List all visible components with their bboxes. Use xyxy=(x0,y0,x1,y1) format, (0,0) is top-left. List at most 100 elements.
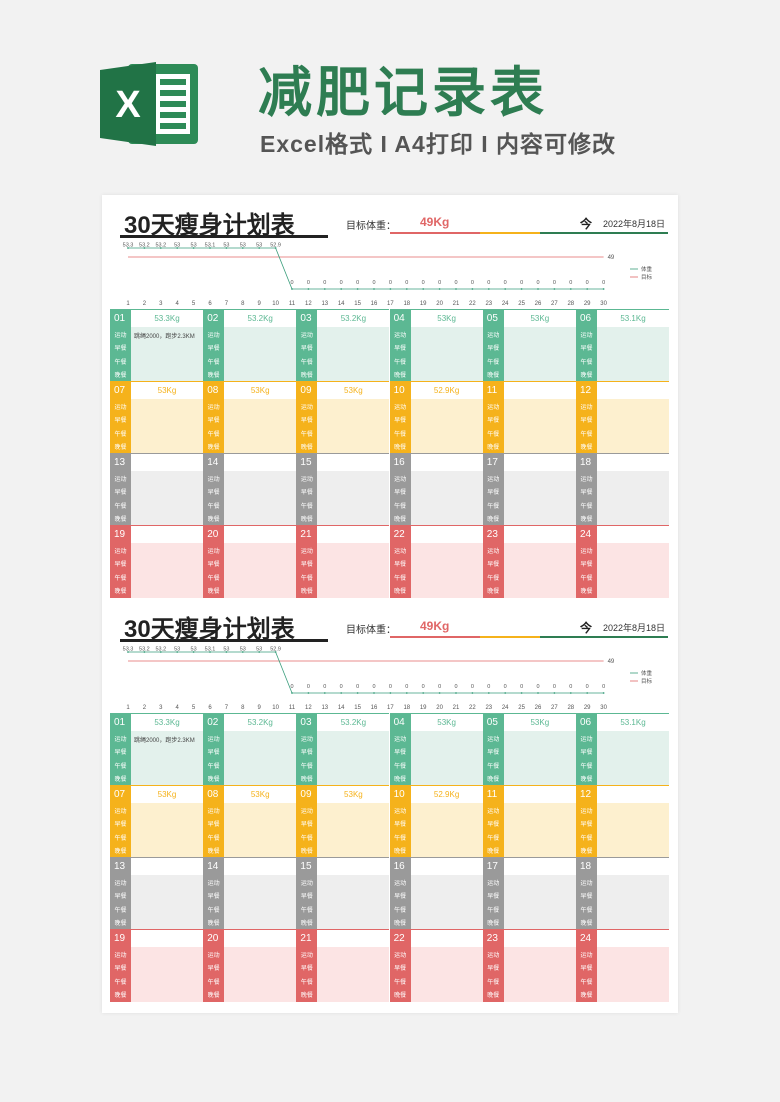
day-entry-area[interactable] xyxy=(317,803,390,858)
day-weight[interactable] xyxy=(411,454,483,471)
day-weight[interactable]: 53.1Kg xyxy=(620,314,646,323)
day-cell[interactable]: 09 53Kg 运动 早餐 午餐 晚餐 xyxy=(296,381,390,454)
day-entry-area[interactable] xyxy=(224,731,297,786)
day-entry-area[interactable] xyxy=(224,543,297,598)
day-weight[interactable] xyxy=(224,454,296,471)
day-entry-area[interactable] xyxy=(131,803,203,858)
day-cell[interactable]: 10 52.9Kg 运动 早餐 午餐 晚餐 xyxy=(389,785,483,858)
day-weight[interactable]: 53Kg xyxy=(344,790,363,799)
day-weight[interactable] xyxy=(317,526,389,543)
day-weight[interactable] xyxy=(317,930,389,947)
day-entry-area[interactable] xyxy=(131,947,203,1002)
day-entry-area[interactable] xyxy=(224,399,297,454)
day-cell[interactable]: 15 运动 早餐 午餐 晚餐 xyxy=(296,453,390,526)
day-weight[interactable] xyxy=(504,786,576,803)
day-entry-area[interactable] xyxy=(131,731,203,786)
day-entry-area[interactable] xyxy=(317,399,390,454)
day-weight[interactable]: 53.2Kg xyxy=(340,718,367,727)
day-entry-area[interactable] xyxy=(317,731,390,786)
day-cell[interactable]: 12 运动 早餐 午餐 晚餐 xyxy=(576,381,669,454)
day-entry-area[interactable] xyxy=(503,543,576,598)
day-entry-area[interactable] xyxy=(410,803,483,858)
day-weight[interactable]: 53.2Kg xyxy=(247,718,273,727)
day-cell[interactable]: 03 53.2Kg 运动 早餐 午餐 晚餐 xyxy=(296,309,390,382)
day-cell[interactable]: 22 运动 早餐 午餐 晚餐 xyxy=(389,929,483,1002)
day-entry-area[interactable] xyxy=(597,543,669,598)
day-weight[interactable] xyxy=(597,382,669,399)
day-entry-area[interactable] xyxy=(317,471,390,526)
date-value[interactable]: 2022年8月18日 xyxy=(603,219,666,229)
day-weight[interactable] xyxy=(317,454,389,471)
day-entry-area[interactable] xyxy=(503,947,576,1002)
day-entry-area[interactable] xyxy=(597,399,669,454)
day-cell[interactable]: 15 运动 早餐 午餐 晚餐 xyxy=(296,857,390,930)
day-weight[interactable] xyxy=(131,526,203,543)
day-weight[interactable] xyxy=(131,454,203,471)
day-cell[interactable]: 11 运动 早餐 午餐 晚餐 xyxy=(482,381,576,454)
day-entry-area[interactable] xyxy=(224,471,297,526)
day-entry-area[interactable] xyxy=(131,471,203,526)
day-cell[interactable]: 04 53Kg 运动 早餐 午餐 晚餐 xyxy=(389,309,483,382)
day-weight[interactable]: 53Kg xyxy=(344,386,363,395)
day-entry-area[interactable] xyxy=(597,803,669,858)
day-weight[interactable] xyxy=(597,526,669,543)
day-entry-area[interactable] xyxy=(503,803,576,858)
day-weight[interactable] xyxy=(224,858,296,875)
day-cell[interactable]: 10 52.9Kg 运动 早餐 午餐 晚餐 xyxy=(389,381,483,454)
day-cell[interactable]: 19 运动 早餐 午餐 晚餐 xyxy=(110,929,203,1002)
day-cell[interactable]: 05 53Kg 运动 早餐 午餐 晚餐 xyxy=(482,309,576,382)
day-weight[interactable]: 53Kg xyxy=(437,718,456,727)
day-cell[interactable]: 19 运动 早餐 午餐 晚餐 xyxy=(110,525,203,598)
day-cell[interactable]: 18 运动 早餐 午餐 晚餐 xyxy=(576,453,669,526)
day-cell[interactable]: 01 53.3Kg 运动 早餐 午餐 晚餐 跳绳2000，跑步2.3KM xyxy=(110,713,203,786)
day-entry-area[interactable] xyxy=(503,399,576,454)
day-entry-area[interactable] xyxy=(503,471,576,526)
day-cell[interactable]: 08 53Kg 运动 早餐 午餐 晚餐 xyxy=(203,381,297,454)
day-weight[interactable] xyxy=(317,858,389,875)
day-cell[interactable]: 21 运动 早餐 午餐 晚餐 xyxy=(296,929,390,1002)
date-value[interactable]: 2022年8月18日 xyxy=(603,623,666,633)
day-cell[interactable]: 06 53.1Kg 运动 早餐 午餐 晚餐 xyxy=(576,309,669,382)
day-cell[interactable]: 06 53.1Kg 运动 早餐 午餐 晚餐 xyxy=(576,713,669,786)
day-cell[interactable]: 22 运动 早餐 午餐 晚餐 xyxy=(389,525,483,598)
day-entry-area[interactable] xyxy=(224,803,297,858)
day-cell[interactable]: 05 53Kg 运动 早餐 午餐 晚餐 xyxy=(482,713,576,786)
day-entry-area[interactable] xyxy=(503,731,576,786)
day-weight[interactable]: 52.9Kg xyxy=(433,790,460,799)
day-cell[interactable]: 14 运动 早餐 午餐 晚餐 xyxy=(203,857,297,930)
day-weight[interactable]: 53.2Kg xyxy=(340,314,367,323)
day-cell[interactable]: 07 53Kg 运动 早餐 午餐 晚餐 xyxy=(110,785,203,858)
day-cell[interactable]: 13 运动 早餐 午餐 晚餐 xyxy=(110,857,203,930)
day-cell[interactable]: 23 运动 早餐 午餐 晚餐 xyxy=(482,929,576,1002)
day-weight[interactable]: 53Kg xyxy=(530,314,550,323)
day-weight[interactable]: 53Kg xyxy=(250,386,270,395)
day-entry-area[interactable] xyxy=(410,471,483,526)
day-entry-area[interactable] xyxy=(410,543,483,598)
day-cell[interactable]: 02 53.2Kg 运动 早餐 午餐 晚餐 xyxy=(203,713,297,786)
day-weight[interactable] xyxy=(131,858,203,875)
day-entry-area[interactable] xyxy=(224,875,297,930)
day-cell[interactable]: 21 运动 早餐 午餐 晚餐 xyxy=(296,525,390,598)
day-entry-area[interactable] xyxy=(317,947,390,1002)
day-weight[interactable]: 53.3Kg xyxy=(154,314,180,323)
day-cell[interactable]: 17 运动 早餐 午餐 晚餐 xyxy=(482,857,576,930)
day-cell[interactable]: 18 运动 早餐 午餐 晚餐 xyxy=(576,857,669,930)
day-weight[interactable]: 53Kg xyxy=(530,718,550,727)
day-weight[interactable]: 53Kg xyxy=(437,314,456,323)
day-entry-area[interactable] xyxy=(597,875,669,930)
day-cell[interactable]: 01 53.3Kg 运动 早餐 午餐 晚餐 跳绳2000，跑步2.3KM xyxy=(110,309,203,382)
day-entry-area[interactable] xyxy=(131,327,203,382)
day-cell[interactable]: 20 运动 早餐 午餐 晚餐 xyxy=(203,929,297,1002)
day-weight[interactable]: 53Kg xyxy=(250,790,270,799)
day-entry-area[interactable] xyxy=(131,399,203,454)
day-entry-area[interactable] xyxy=(410,731,483,786)
day-entry-area[interactable] xyxy=(597,471,669,526)
day-entry-area[interactable] xyxy=(410,327,483,382)
day-entry-area[interactable] xyxy=(317,327,390,382)
target-weight-value[interactable]: 49Kg xyxy=(420,619,450,633)
day-weight[interactable] xyxy=(504,526,576,543)
day-entry-area[interactable] xyxy=(410,399,483,454)
day-entry-area[interactable] xyxy=(224,327,297,382)
day-cell[interactable]: 13 运动 早餐 午餐 晚餐 xyxy=(110,453,203,526)
day-weight[interactable] xyxy=(411,526,483,543)
